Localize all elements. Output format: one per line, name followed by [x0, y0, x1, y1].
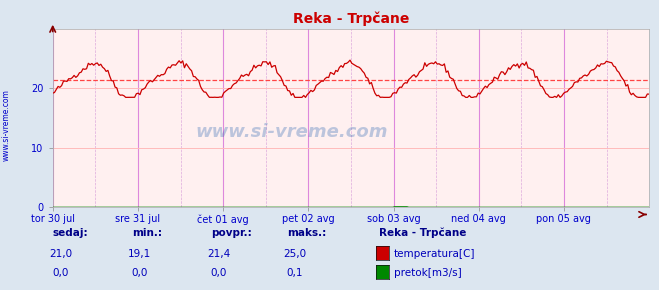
Text: 0,0: 0,0	[211, 268, 227, 278]
Text: temperatura[C]: temperatura[C]	[394, 249, 476, 259]
Text: sedaj:: sedaj:	[53, 228, 88, 238]
Text: 21,0: 21,0	[49, 249, 72, 259]
Text: www.si-vreme.com: www.si-vreme.com	[195, 124, 387, 142]
Text: min.:: min.:	[132, 228, 162, 238]
Text: Reka - Trpčane: Reka - Trpčane	[379, 228, 467, 238]
Text: maks.:: maks.:	[287, 228, 326, 238]
Text: www.si-vreme.com: www.si-vreme.com	[2, 89, 11, 161]
Title: Reka - Trpčane: Reka - Trpčane	[293, 12, 409, 26]
Text: pretok[m3/s]: pretok[m3/s]	[394, 268, 462, 278]
Text: 0,0: 0,0	[53, 268, 69, 278]
Text: 21,4: 21,4	[207, 249, 231, 259]
Text: povpr.:: povpr.:	[211, 228, 252, 238]
Text: 0,0: 0,0	[132, 268, 148, 278]
Text: 0,1: 0,1	[286, 268, 303, 278]
Text: 19,1: 19,1	[128, 249, 152, 259]
Text: 25,0: 25,0	[283, 249, 306, 259]
